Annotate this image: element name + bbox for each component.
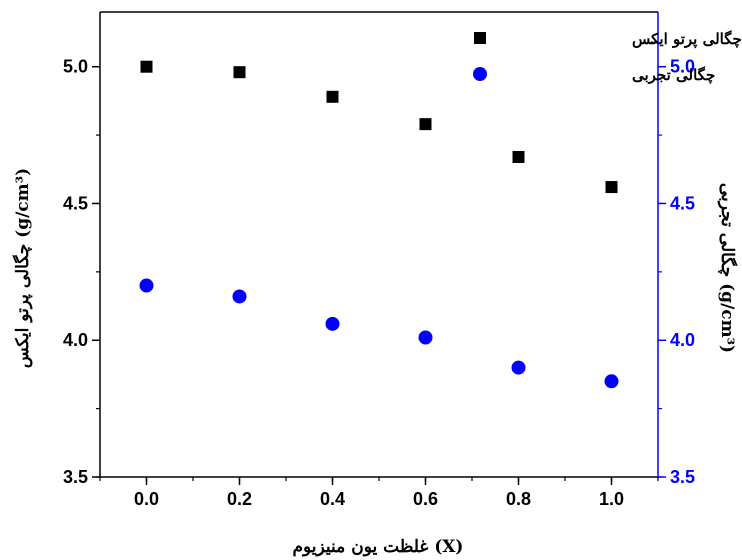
y-right-tick-label: 4.5 (670, 193, 695, 213)
x-tick-label: 0.6 (413, 489, 438, 509)
data-point-experimental-density (418, 330, 433, 345)
legend-marker-circle (473, 67, 487, 81)
legend-dot: . (649, 30, 654, 48)
data-point-xray-density (326, 90, 339, 103)
data-point-experimental-density (604, 374, 619, 389)
data-point-experimental-density (139, 278, 154, 293)
legend-label: چگالی تجربی (632, 66, 715, 84)
y-right-tick-label: 5.0 (670, 57, 695, 77)
y-axis-title-right: چگالی تجربی (g/cm³) (717, 183, 738, 353)
data-point-xray-density (419, 118, 432, 131)
data-point-experimental-density (232, 289, 247, 304)
data-marks (139, 60, 619, 389)
data-point-xray-density (140, 60, 153, 73)
y-right-tick-label: 4.0 (670, 330, 695, 350)
legend: .چگالی پرتو ایکس چگالی تجربی (473, 30, 742, 84)
y-left-tick-label: 4.5 (63, 193, 88, 213)
data-point-xray-density (233, 66, 246, 79)
y-axis-title-left: چگالی پرتو ایکس (g/cm³) (12, 168, 33, 368)
data-point-experimental-density (325, 316, 340, 331)
data-point-xray-density (605, 181, 618, 194)
legend-label: چگالی پرتو ایکس (632, 30, 742, 49)
x-tick-label: 0.4 (320, 489, 345, 509)
axes: 0.0 0.2 0.4 0.6 0.8 1.0 3.5 3.5 4.0 4.0 4.5 4.5 5.0 5… (63, 11, 695, 509)
data-point-xray-density (512, 150, 525, 163)
x-tick-label: 1.0 (599, 489, 624, 509)
x-axis-title: غلظت یون منیزیوم (X) (293, 537, 464, 557)
data-point-experimental-density (511, 360, 526, 375)
y-right-tick-label: 3.5 (670, 467, 695, 487)
x-tick-label: 0.2 (227, 489, 252, 509)
x-tick-label: 0.8 (506, 489, 531, 509)
y-left-tick-label: 3.5 (63, 467, 88, 487)
y-left-tick-label: 5.0 (63, 57, 88, 77)
y-left-tick-label: 4.0 (63, 330, 88, 350)
legend-marker-square (474, 32, 486, 44)
x-tick-label: 0.0 (134, 489, 159, 509)
